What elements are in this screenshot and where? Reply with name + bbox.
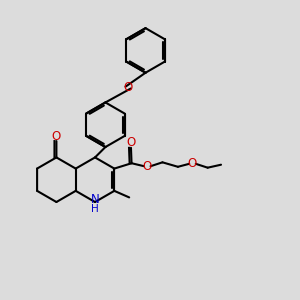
Text: O: O (52, 130, 61, 142)
Text: O: O (126, 136, 136, 149)
Text: H: H (91, 204, 99, 214)
Text: O: O (123, 81, 133, 94)
Text: O: O (142, 160, 152, 173)
Text: O: O (188, 157, 197, 170)
Text: N: N (91, 193, 99, 206)
